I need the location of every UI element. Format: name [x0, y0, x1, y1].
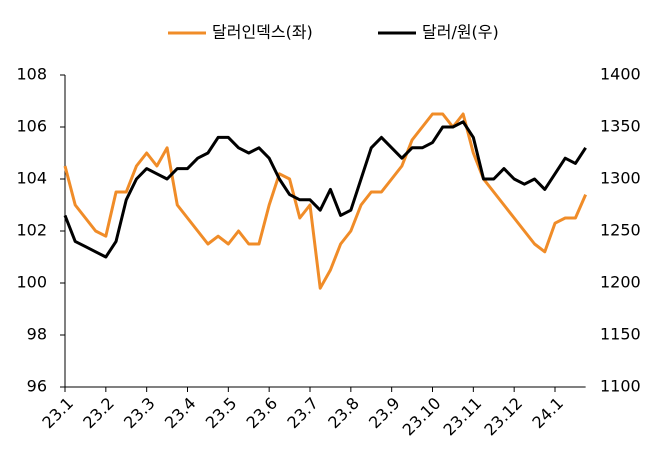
series-line — [63, 120, 587, 259]
y-tick-label: 100 — [16, 273, 47, 292]
y-tick-label: 102 — [16, 221, 47, 240]
x-tick-label: 23.11 — [440, 394, 486, 440]
x-tick-label: 23.4 — [161, 394, 200, 433]
x-tick-label: 23.3 — [120, 394, 159, 433]
x-tick-label: 23.1 — [38, 394, 77, 433]
y2-tick-label: 1300 — [600, 169, 641, 188]
y2-tick-label: 1250 — [600, 221, 641, 240]
y2-tick-label: 1200 — [600, 273, 641, 292]
x-tick-label: 23.5 — [202, 394, 241, 433]
y-tick-label: 106 — [16, 117, 47, 136]
x-tick-label: 23.7 — [283, 394, 322, 433]
legend-label: 달러/원(우) — [422, 23, 499, 42]
x-tick-label: 23.12 — [480, 394, 526, 440]
x-tick-label: 24.1 — [528, 394, 567, 433]
y-tick-label: 98 — [27, 325, 47, 344]
y2-tick-label: 1100 — [600, 377, 641, 396]
y-tick-label: 104 — [16, 169, 47, 188]
x-tick-label: 23.10 — [399, 394, 445, 440]
y2-tick-label: 1350 — [600, 117, 641, 136]
x-tick-label: 23.6 — [243, 394, 282, 433]
y-tick-label: 108 — [16, 65, 47, 84]
x-tick-label: 23.2 — [79, 394, 118, 433]
x-tick-label: 23.8 — [324, 394, 363, 433]
series-line — [63, 112, 587, 290]
legend-label: 달러인덱스(좌) — [212, 23, 313, 42]
y2-tick-label: 1400 — [600, 65, 641, 84]
y-tick-label: 96 — [27, 377, 47, 396]
y2-tick-label: 1150 — [600, 325, 641, 344]
